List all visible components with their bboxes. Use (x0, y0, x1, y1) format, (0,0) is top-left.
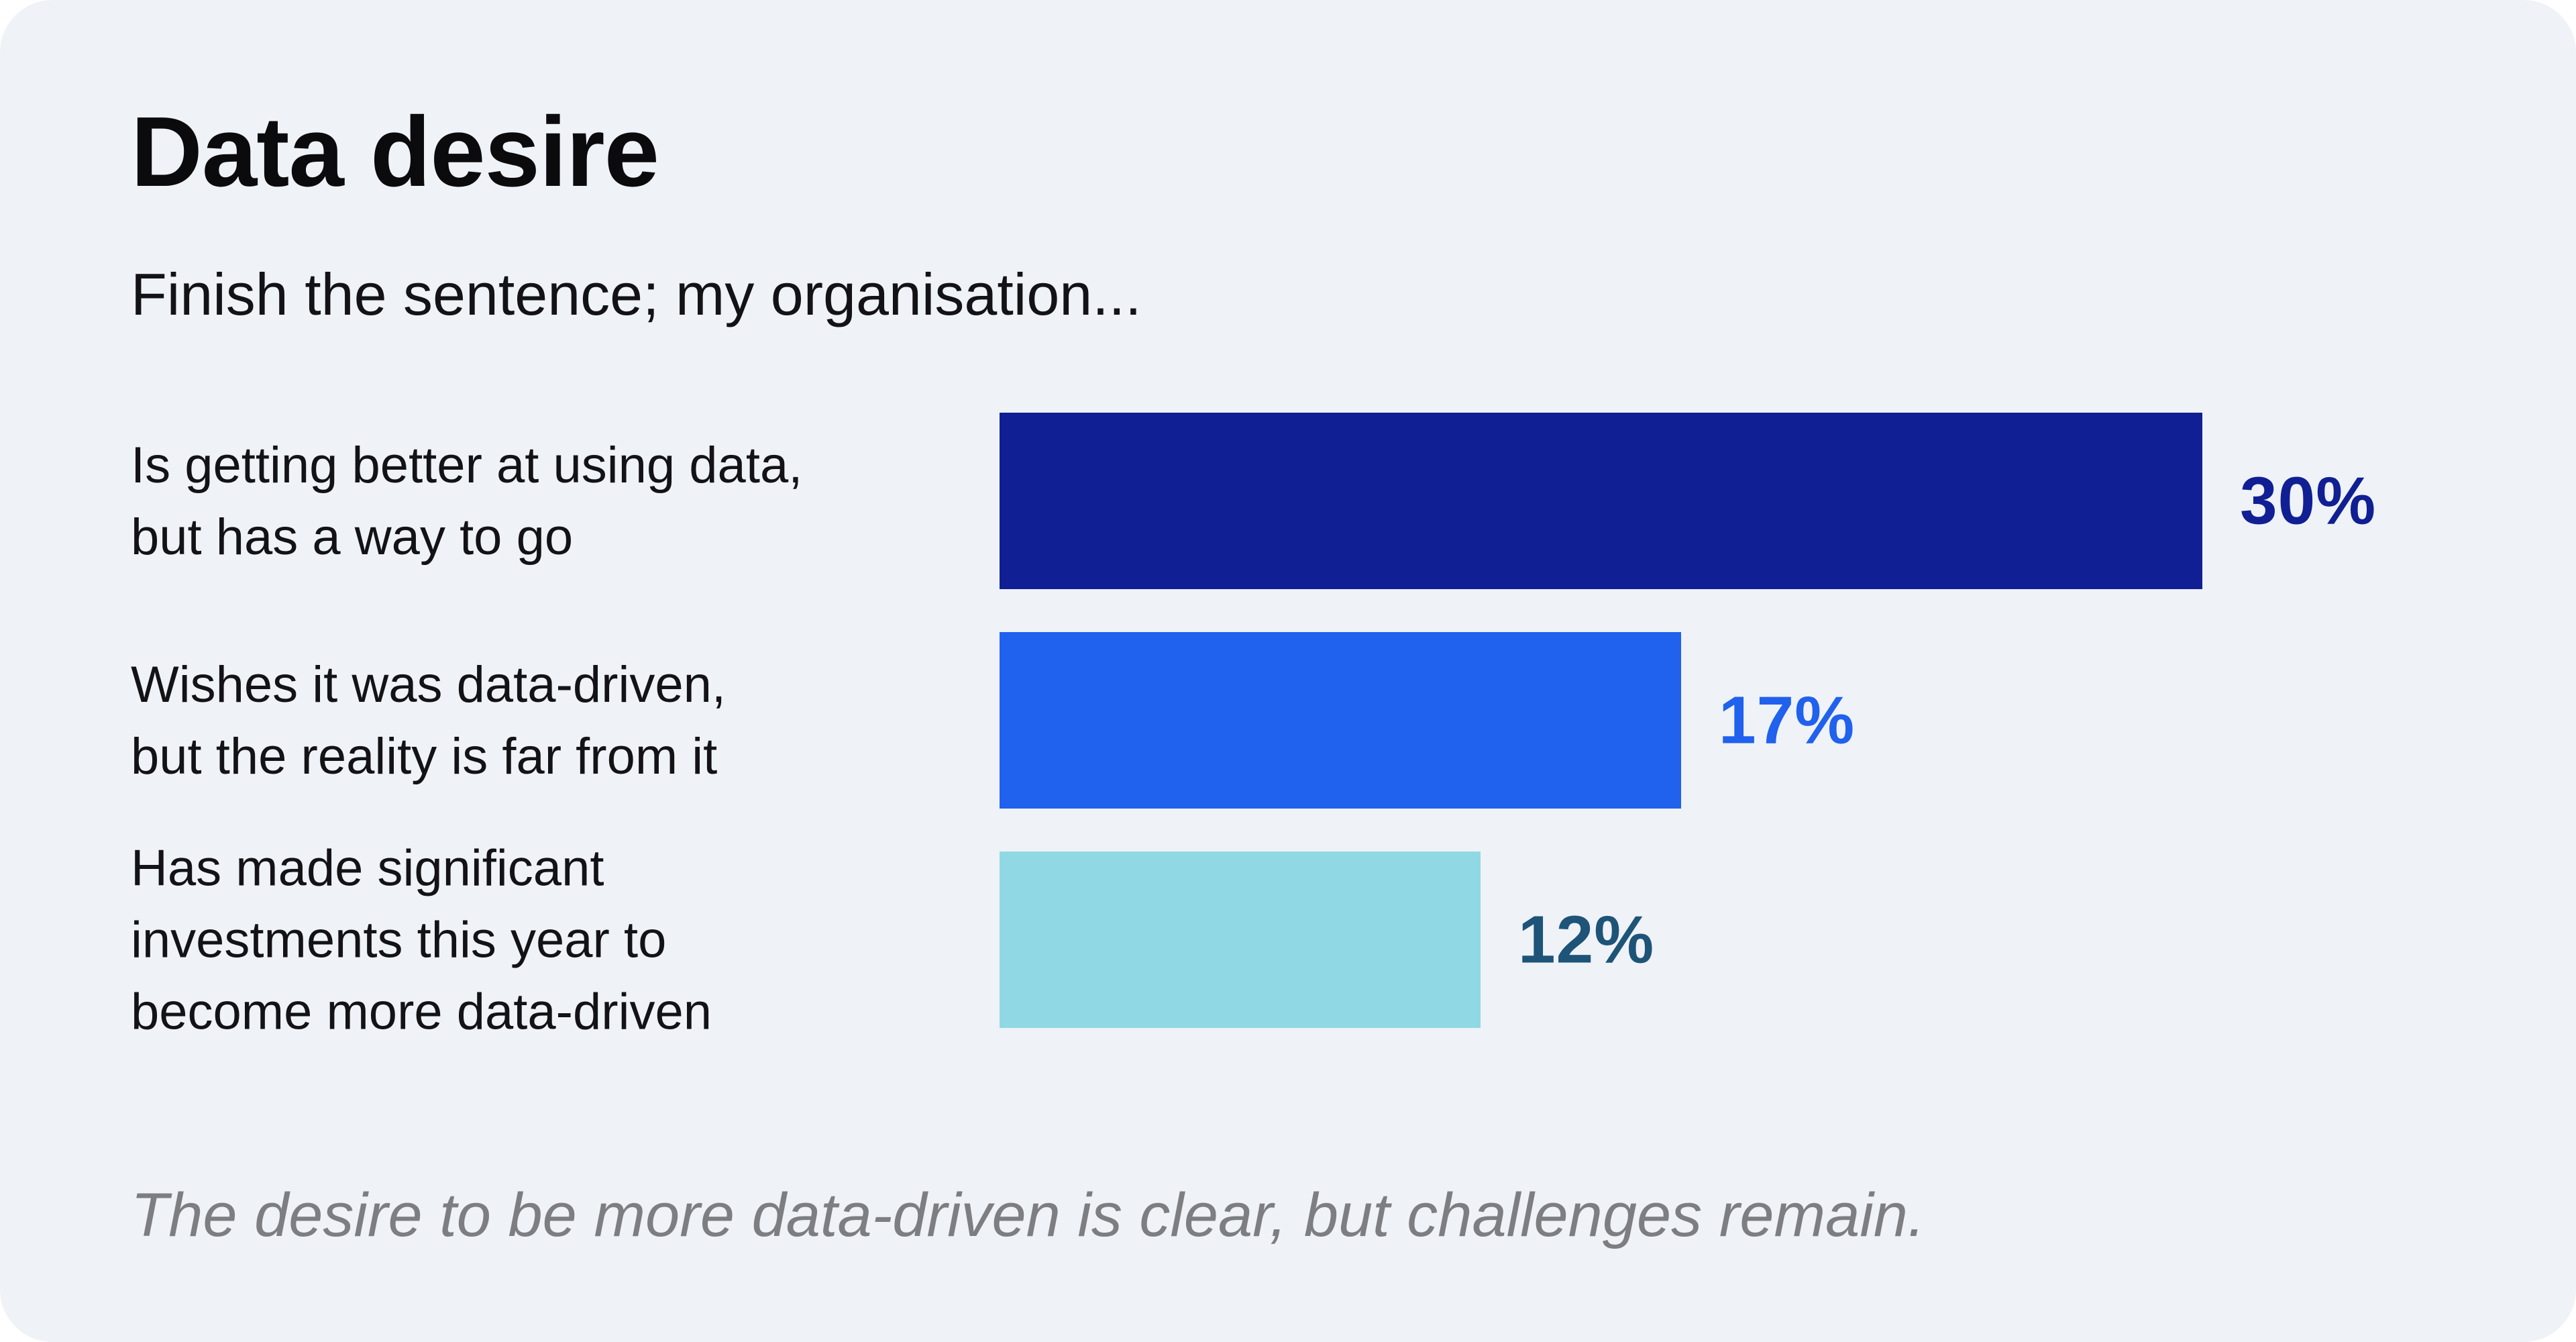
bar-value-label: 30% (2240, 463, 2377, 538)
bar-category-label-line: Wishes it was data-driven, (131, 656, 726, 713)
bar-category-label: Wishes it was data-driven, but the realit… (131, 649, 969, 792)
bar-row: Is getting better at using data, but has … (0, 413, 2576, 589)
bar-category-label: Is getting better at using data, but has … (131, 429, 969, 573)
bar-category-label-line: investments this year to (131, 911, 667, 968)
chart-subtitle: Finish the sentence; my organisation... (131, 261, 1142, 327)
bar-category-label-line: but the reality is far from it (131, 727, 718, 785)
bar-category-label-line: but has a way to go (131, 508, 574, 566)
chart-title: Data desire (131, 97, 659, 207)
bar-category-label-line: become more data-driven (131, 983, 712, 1040)
bar-category-label-line: Is getting better at using data, (131, 436, 803, 494)
bar-row: Wishes it was data-driven, but the realit… (0, 632, 2576, 809)
bar-value-label: 17% (1719, 682, 1856, 758)
bar (1000, 632, 1681, 809)
bar-value-label: 12% (1518, 902, 1655, 977)
bar (1000, 851, 1481, 1028)
bar-category-label-line: Has made significant (131, 839, 604, 896)
chart-footnote: The desire to be more data-driven is cle… (131, 1181, 1925, 1249)
bar-row: Has made significant investments this yea… (0, 839, 2576, 1040)
bar-category-label: Has made significant investments this yea… (131, 832, 969, 1047)
bar (1000, 413, 2202, 589)
